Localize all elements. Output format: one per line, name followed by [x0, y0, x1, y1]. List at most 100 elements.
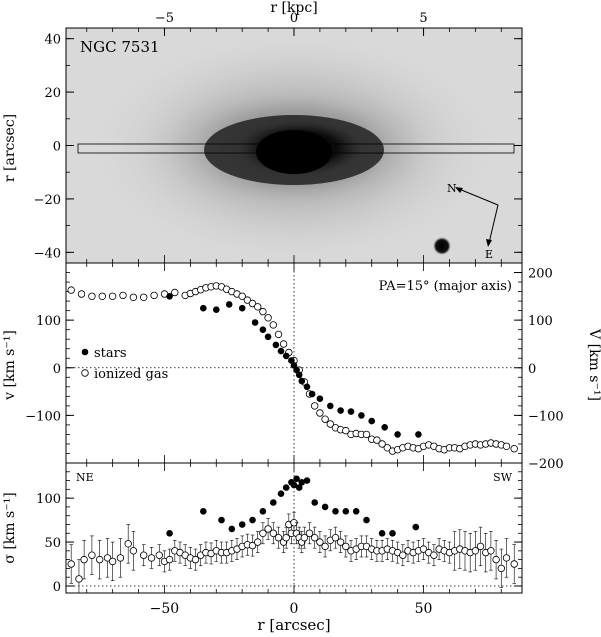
sigma-star-point: [218, 516, 225, 524]
velocity-gas-point: [316, 409, 324, 417]
v-right-tick-label: 200: [528, 267, 553, 282]
velocity-gas-point: [326, 420, 334, 428]
sigma-gas-point: [264, 525, 272, 533]
y-tick-label: 20: [44, 86, 61, 101]
velocity-gas-point: [321, 415, 329, 423]
sigma-star-point: [321, 503, 329, 511]
velocity-gas-point: [98, 292, 106, 300]
sigma-star-point: [290, 481, 298, 489]
sigma-star-point: [298, 479, 306, 486]
dispersion-points: [67, 475, 518, 593]
velocity-gas-point: [243, 296, 252, 304]
velocity-star-point: [238, 304, 246, 312]
sigma-gas-point: [316, 538, 324, 546]
sigma-gas-point: [155, 551, 163, 559]
sigma-star-point: [249, 516, 256, 524]
sigma-gas-point: [311, 534, 319, 542]
compass: N E: [447, 182, 499, 261]
sigma-gas-point: [419, 545, 428, 553]
velocity-gas-point: [383, 444, 391, 452]
sigma-gas-point: [269, 529, 277, 537]
velocity-y-label-right: V [km s⁻¹]: [586, 328, 601, 401]
top-tick-label: 5: [419, 11, 427, 26]
velocity-gas-point: [259, 307, 267, 316]
velocity-star-point: [272, 341, 280, 349]
velocity-star-point: [277, 347, 285, 355]
east-arrow: [488, 204, 499, 244]
sigma-gas-point: [80, 555, 88, 564]
sigma-gas-point: [103, 554, 112, 562]
sigma-gas-point: [502, 554, 511, 562]
velocity-panel: −100 0 100 −200 −100 0 100 200 PA=15° (major ax…: [2, 262, 601, 472]
velocity-gas-point: [264, 314, 272, 322]
sigma-gas-point: [139, 551, 148, 559]
sigma-star-point: [200, 508, 207, 515]
velocity-gas-point: [362, 430, 371, 439]
y-tick-label: −40: [34, 246, 61, 261]
velocity-star-point: [213, 306, 220, 314]
sigma-gas-point: [342, 542, 350, 551]
velocity-gas-point: [279, 340, 288, 348]
velocity-gas-point: [67, 286, 75, 294]
legend-gas-marker: [81, 369, 89, 377]
galaxy-picture: [84, 28, 504, 263]
velocity-gas-point: [254, 303, 262, 311]
corner-label-sw: SW: [493, 471, 513, 484]
sigma-gas-point: [321, 542, 329, 551]
pa-annotation: PA=15° (major axis): [379, 279, 512, 294]
x-axis-label: r [arcsec]: [257, 616, 330, 634]
velocity-gas-point: [139, 293, 148, 301]
sigma-gas-point: [282, 534, 290, 542]
sigma-gas-point: [254, 538, 262, 546]
sigma-gas-point: [336, 538, 345, 546]
top-tick-label: −5: [155, 11, 174, 26]
x-tick-label: −50: [150, 601, 180, 617]
y-tick-label: −20: [34, 193, 61, 208]
sigma-gas-point: [510, 560, 518, 568]
velocity-gas-point: [248, 299, 257, 308]
sigma-gas-point: [476, 542, 485, 551]
sigma-gas-point: [75, 575, 83, 583]
sigma-gas-point: [116, 554, 125, 562]
velocity-gas-point: [510, 445, 518, 453]
sigma-tick-label: 100: [36, 492, 61, 507]
velocity-star-point: [381, 424, 389, 431]
velocity-legend: stars ionized gas: [81, 346, 168, 382]
velocity-star-point: [282, 352, 290, 360]
sigma-star-point: [332, 508, 339, 515]
y-tick-label: 0: [53, 140, 61, 155]
velocity-gas-point: [238, 292, 246, 300]
x-tick-label: 0: [290, 601, 299, 617]
velocity-star-point: [225, 301, 233, 308]
sigma-star-point: [228, 525, 236, 533]
sigma-gas-point: [108, 557, 117, 566]
velocity-gas-point: [342, 426, 350, 435]
sigma-star-point: [270, 499, 277, 506]
sigma-gas-point: [300, 534, 309, 542]
v-right-tick-label: −200: [528, 457, 564, 472]
east-label: E: [485, 248, 493, 261]
sigma-star-point: [412, 523, 420, 531]
sigma-gas-point: [129, 547, 138, 555]
sigma-gas-point: [259, 529, 267, 537]
sigma-star-point: [352, 508, 360, 515]
foreground-star: [433, 237, 451, 255]
velocity-star-point: [295, 371, 303, 379]
velocity-star-point: [316, 395, 324, 403]
velocity-gas-point: [88, 292, 96, 300]
velocity-y-label-left: v [km s⁻¹]: [2, 330, 18, 401]
sigma-star-point: [342, 508, 350, 515]
galaxy-image-panel: N E NGC 7531 −40 −20 0 20 40 −5 0 5 r [kpc] r […: [2, 0, 523, 264]
v-tick-label: 0: [53, 362, 61, 377]
velocity-gas-point: [311, 402, 319, 410]
sigma-tick-label: 50: [44, 536, 61, 551]
galaxy-name: NGC 7531: [80, 38, 160, 56]
sigma-gas-point: [274, 534, 283, 542]
velocity-star-point: [394, 431, 401, 438]
sigma-gas-point: [191, 555, 200, 564]
velocity-star-point: [327, 402, 334, 410]
north-label: N: [447, 182, 457, 195]
velocity-star-point: [200, 304, 207, 312]
velocity-gas-point: [108, 292, 117, 300]
